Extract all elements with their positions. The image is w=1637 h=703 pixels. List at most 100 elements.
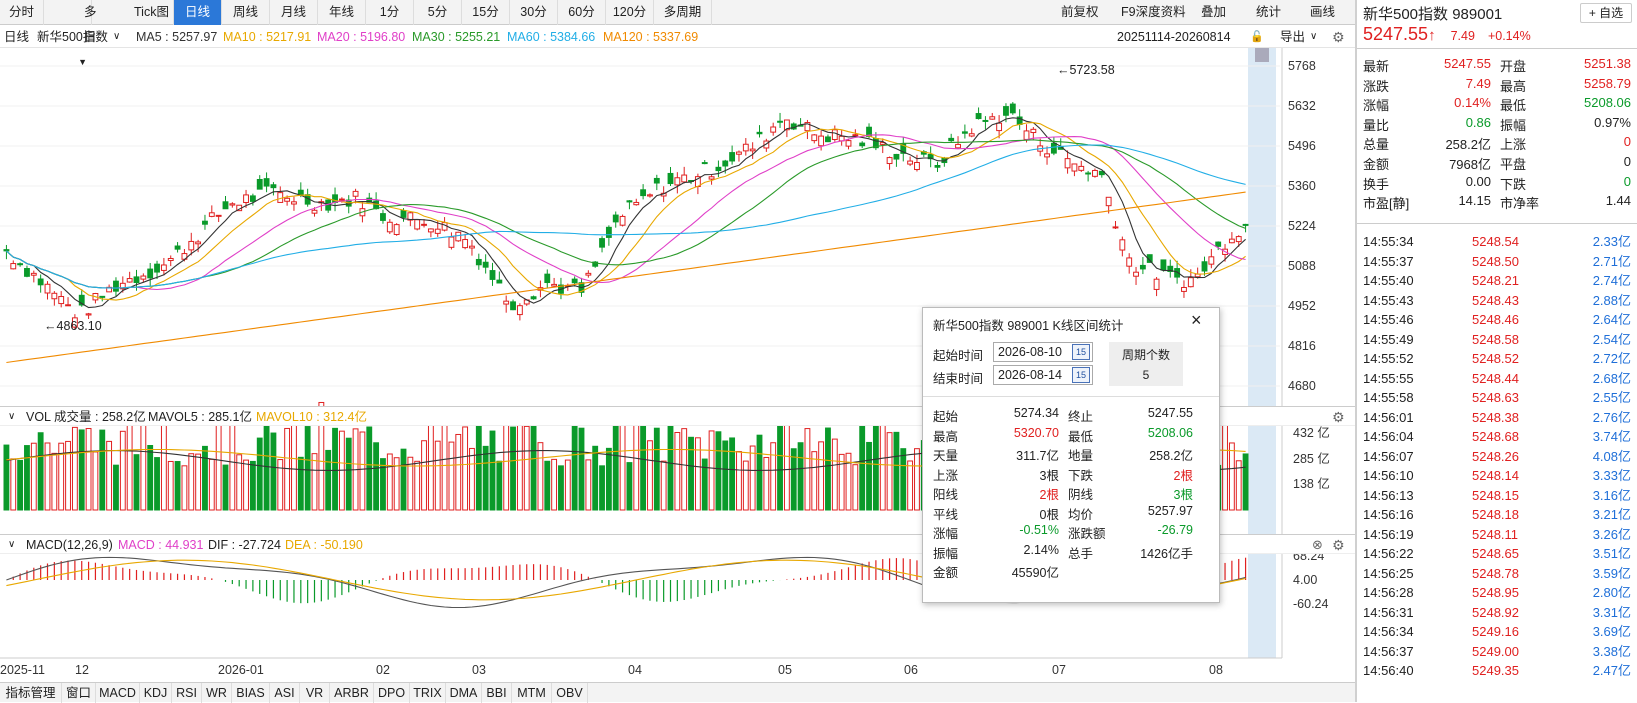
period-tab-tick[interactable]: Tick图 — [130, 0, 174, 25]
tick-row[interactable]: 14:56:31 5248.92 3.31亿 — [1357, 603, 1637, 623]
period-tab-multi[interactable]: 多周期 — [654, 0, 712, 25]
indicator-tab-13[interactable]: BBI — [482, 683, 512, 703]
tick-row[interactable]: 14:56:37 5249.00 3.38亿 — [1357, 642, 1637, 662]
indicator-tab-4[interactable]: RSI — [172, 683, 202, 703]
end-date-field[interactable]: 2026-08-14 15 — [993, 365, 1093, 385]
period-tab-30min[interactable]: 30分 — [510, 0, 558, 25]
candle-body — [1187, 277, 1194, 288]
tick-row[interactable]: 14:56:25 5248.78 3.59亿 — [1357, 564, 1637, 584]
draw-button[interactable]: 画线 — [1310, 5, 1336, 19]
period-tab-5min[interactable]: 5分 — [414, 0, 462, 25]
tick-row[interactable]: 14:56:22 5248.65 3.51亿 — [1357, 544, 1637, 564]
export-button[interactable]: 导出 — [1280, 30, 1306, 44]
tick-time: 14:56:34 — [1363, 624, 1414, 639]
tick-row[interactable]: 14:56:16 5248.18 3.21亿 — [1357, 505, 1637, 525]
volume-bar — [318, 401, 325, 511]
start-date-field[interactable]: 2026-08-10 15 — [993, 342, 1093, 362]
stat-label: 平线 — [933, 507, 959, 522]
stat-label: 涨幅 — [1363, 98, 1390, 114]
close-icon[interactable]: × — [1191, 310, 1202, 330]
tick-row[interactable]: 14:56:13 5248.15 3.16亿 — [1357, 486, 1637, 506]
close-icon[interactable]: ⊗ — [1312, 537, 1323, 552]
tick-row[interactable]: 14:55:46 5248.46 2.64亿 — [1357, 310, 1637, 330]
tick-row[interactable]: 14:55:37 5248.50 2.71亿 — [1357, 252, 1637, 272]
volume-bar — [914, 448, 920, 511]
chevron-down-icon[interactable]: ∨ — [113, 31, 121, 42]
tick-row[interactable]: 14:56:07 5248.26 4.08亿 — [1357, 447, 1637, 467]
stat-label: 均价 — [1068, 507, 1094, 522]
stat-value: 2根 — [1039, 488, 1059, 502]
candle-body — [674, 177, 681, 186]
candle-body — [961, 131, 968, 134]
gear-icon[interactable]: ⚙ — [1332, 409, 1345, 425]
index-name[interactable]: 新华500指数 — [37, 30, 108, 44]
indicator-tab-6[interactable]: BIAS — [232, 683, 270, 703]
tick-row[interactable]: 14:56:34 5249.16 3.69亿 — [1357, 622, 1637, 642]
indicator-tab-2[interactable]: MACD — [96, 683, 140, 703]
indicator-tab-5[interactable]: WR — [202, 683, 232, 703]
tick-row[interactable]: 14:56:28 5248.95 2.80亿 — [1357, 583, 1637, 603]
indicator-tab-9[interactable]: ARBR — [330, 683, 374, 703]
period-tab-60min[interactable]: 60分 — [558, 0, 606, 25]
tick-row[interactable]: 14:56:10 5248.14 3.33亿 — [1357, 466, 1637, 486]
period-tab-multiday[interactable]: 多日 ▼ — [44, 0, 97, 67]
period-tab-monthly[interactable]: 月线 — [270, 0, 318, 25]
indicator-tab-12[interactable]: DMA — [446, 683, 482, 703]
indicator-tab-3[interactable]: KDJ — [140, 683, 172, 703]
tick-row[interactable]: 14:55:49 5248.58 2.54亿 — [1357, 330, 1637, 350]
tick-row[interactable]: 14:56:04 5248.68 3.74亿 — [1357, 427, 1637, 447]
chart-area[interactable]: 分时 多日 ▼ Tick图 日线 周线 月线 年线 1分 5分 15分 30分 6… — [0, 0, 1355, 703]
period-tab-daily[interactable]: 日线 — [174, 0, 222, 25]
period-tab-yearly[interactable]: 年线 — [318, 0, 366, 25]
volume-bar — [708, 430, 715, 511]
period-tab-fenshi[interactable]: 分时 — [0, 0, 44, 25]
gear-icon[interactable]: ⚙ — [1332, 29, 1345, 45]
lock-icon[interactable]: 🔓 — [1250, 31, 1264, 43]
collapse-icon[interactable]: ∨ — [8, 411, 16, 422]
add-watchlist-button[interactable]: + 自选 — [1580, 3, 1632, 23]
tick-row[interactable]: 14:55:34 5248.54 2.33亿 — [1357, 232, 1637, 252]
indicator-tab-7[interactable]: ASI — [270, 683, 300, 703]
candle-body — [1023, 130, 1030, 140]
indicator-tab-11[interactable]: TRIX — [410, 683, 446, 703]
calendar-icon[interactable]: 15 — [1072, 367, 1090, 383]
candle-body — [455, 231, 462, 242]
tick-row[interactable]: 14:55:55 5248.44 2.68亿 — [1357, 369, 1637, 389]
candle-body — [1174, 268, 1181, 278]
stat-label: 总手 — [1068, 546, 1094, 561]
tick-row[interactable]: 14:56:01 5248.38 2.76亿 — [1357, 408, 1637, 428]
indicator-tab-14[interactable]: MTM — [512, 683, 552, 703]
calendar-icon[interactable]: 15 — [1072, 344, 1090, 360]
period-tab-weekly[interactable]: 周线 — [222, 0, 270, 25]
chevron-down-icon[interactable]: ∨ — [1310, 31, 1318, 42]
tick-time: 14:55:55 — [1363, 370, 1414, 386]
panel-divider[interactable] — [1355, 0, 1357, 702]
indicator-tab-15[interactable]: OBV — [552, 683, 588, 703]
f9-button[interactable]: F9深度资料 — [1121, 5, 1186, 19]
period-tab-1min[interactable]: 1分 — [366, 0, 414, 25]
volume-bar — [551, 458, 558, 511]
volume-bar — [482, 445, 489, 511]
tick-row[interactable]: 14:55:43 5248.43 2.88亿 — [1357, 291, 1637, 311]
gear-icon[interactable]: ⚙ — [1332, 537, 1345, 553]
adjust-button[interactable]: 前复权 — [1061, 5, 1099, 19]
volume-bar — [599, 465, 605, 511]
time-tick-label: 12 — [75, 663, 89, 677]
indicator-tab-1[interactable]: 窗口 — [62, 683, 96, 703]
period-tab-15min[interactable]: 15分 — [462, 0, 510, 25]
overlay-button[interactable]: 叠加 — [1201, 5, 1227, 19]
candle-body — [914, 162, 920, 171]
tick-row[interactable]: 14:55:40 5248.21 2.74亿 — [1357, 271, 1637, 291]
tick-row[interactable]: 14:56:19 5248.11 3.26亿 — [1357, 525, 1637, 545]
stats-button[interactable]: 统计 — [1256, 5, 1282, 19]
stat-value: -26.79 — [1157, 523, 1193, 537]
indicator-tab-10[interactable]: DPO — [374, 683, 410, 703]
collapse-icon[interactable]: ∨ — [8, 539, 16, 550]
tick-row[interactable]: 14:55:52 5248.52 2.72亿 — [1357, 349, 1637, 369]
candle-body — [1078, 165, 1085, 171]
tick-row[interactable]: 14:56:40 5249.35 2.47亿 — [1357, 661, 1637, 681]
indicator-tab-8[interactable]: VR — [300, 683, 330, 703]
tick-row[interactable]: 14:55:58 5248.63 2.55亿 — [1357, 388, 1637, 408]
indicator-tab-0[interactable]: 指标管理 — [0, 683, 62, 703]
period-tab-120min[interactable]: 120分 — [606, 0, 654, 25]
